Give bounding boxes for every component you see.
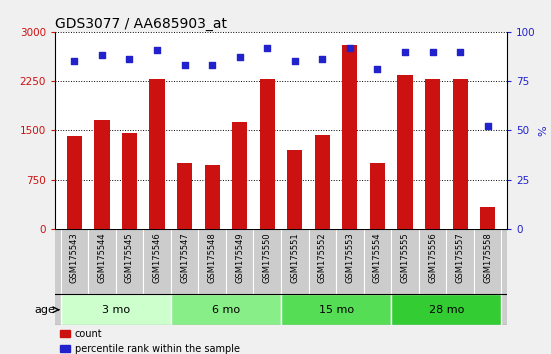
Text: age: age <box>35 305 56 315</box>
Text: GSM175547: GSM175547 <box>180 232 189 283</box>
FancyBboxPatch shape <box>281 229 309 295</box>
Text: GDS3077 / AA685903_at: GDS3077 / AA685903_at <box>55 17 227 31</box>
Point <box>180 63 189 68</box>
FancyBboxPatch shape <box>281 295 391 325</box>
FancyBboxPatch shape <box>474 229 501 295</box>
Bar <box>67 136 82 229</box>
Bar <box>342 45 358 229</box>
Point <box>263 45 272 50</box>
FancyBboxPatch shape <box>226 229 253 295</box>
FancyBboxPatch shape <box>391 295 501 325</box>
Point <box>483 124 492 129</box>
FancyBboxPatch shape <box>309 229 336 295</box>
Bar <box>480 207 495 229</box>
FancyBboxPatch shape <box>391 229 419 295</box>
FancyBboxPatch shape <box>419 229 446 295</box>
FancyBboxPatch shape <box>336 229 364 295</box>
FancyBboxPatch shape <box>171 295 281 325</box>
Point <box>318 57 327 62</box>
FancyBboxPatch shape <box>61 229 88 295</box>
FancyBboxPatch shape <box>143 229 171 295</box>
Point <box>290 58 299 64</box>
Bar <box>370 163 385 229</box>
Y-axis label: %: % <box>538 125 548 136</box>
Point <box>345 45 354 50</box>
Text: GSM175557: GSM175557 <box>456 232 464 283</box>
Bar <box>315 135 330 229</box>
FancyBboxPatch shape <box>364 229 391 295</box>
Point <box>98 53 106 58</box>
Text: GSM175554: GSM175554 <box>373 232 382 283</box>
Point <box>235 55 244 60</box>
Text: GSM175543: GSM175543 <box>70 232 79 283</box>
Text: GSM175544: GSM175544 <box>98 232 106 283</box>
Text: GSM175558: GSM175558 <box>483 232 492 283</box>
Text: GSM175550: GSM175550 <box>263 232 272 283</box>
Text: GSM175549: GSM175549 <box>235 232 244 283</box>
Bar <box>232 122 247 229</box>
Bar <box>204 165 220 229</box>
FancyBboxPatch shape <box>61 295 171 325</box>
FancyBboxPatch shape <box>253 229 281 295</box>
Bar <box>287 150 302 229</box>
Text: 28 mo: 28 mo <box>429 305 464 315</box>
FancyBboxPatch shape <box>171 229 198 295</box>
Text: GSM175552: GSM175552 <box>318 232 327 283</box>
Text: GSM175556: GSM175556 <box>428 232 437 283</box>
Point <box>70 58 79 64</box>
Text: GSM175546: GSM175546 <box>153 232 161 283</box>
Bar <box>260 79 275 229</box>
Bar <box>452 79 468 229</box>
FancyBboxPatch shape <box>116 229 143 295</box>
Text: 6 mo: 6 mo <box>212 305 240 315</box>
FancyBboxPatch shape <box>88 229 116 295</box>
FancyBboxPatch shape <box>446 229 474 295</box>
Text: GSM175551: GSM175551 <box>290 232 299 283</box>
Legend: count, percentile rank within the sample: count, percentile rank within the sample <box>60 329 240 354</box>
Point <box>373 67 382 72</box>
Text: GSM175555: GSM175555 <box>401 232 409 283</box>
Point <box>208 63 217 68</box>
Bar <box>397 75 413 229</box>
Bar <box>177 163 192 229</box>
Point <box>125 57 134 62</box>
Point <box>428 49 437 55</box>
Bar <box>94 120 110 229</box>
Text: GSM175553: GSM175553 <box>345 232 354 283</box>
FancyBboxPatch shape <box>198 229 226 295</box>
Point <box>401 49 409 55</box>
Bar <box>122 133 137 229</box>
Text: 3 mo: 3 mo <box>101 305 130 315</box>
Bar <box>149 79 165 229</box>
Text: 15 mo: 15 mo <box>318 305 354 315</box>
Text: GSM175545: GSM175545 <box>125 232 134 283</box>
Point <box>153 47 161 52</box>
Bar <box>425 79 440 229</box>
Point <box>456 49 464 55</box>
Text: GSM175548: GSM175548 <box>208 232 217 283</box>
